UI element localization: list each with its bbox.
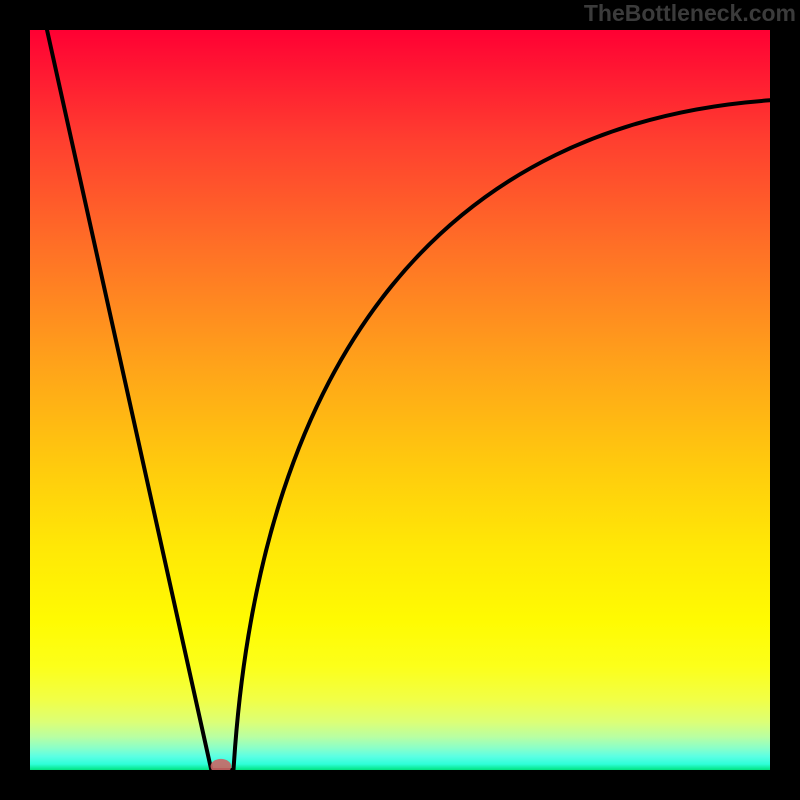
watermark-text: TheBottleneck.com	[584, 0, 796, 27]
chart-frame: TheBottleneck.com	[0, 0, 800, 800]
gradient-background	[30, 30, 770, 770]
plot-area	[30, 30, 770, 770]
chart-svg	[30, 30, 770, 770]
